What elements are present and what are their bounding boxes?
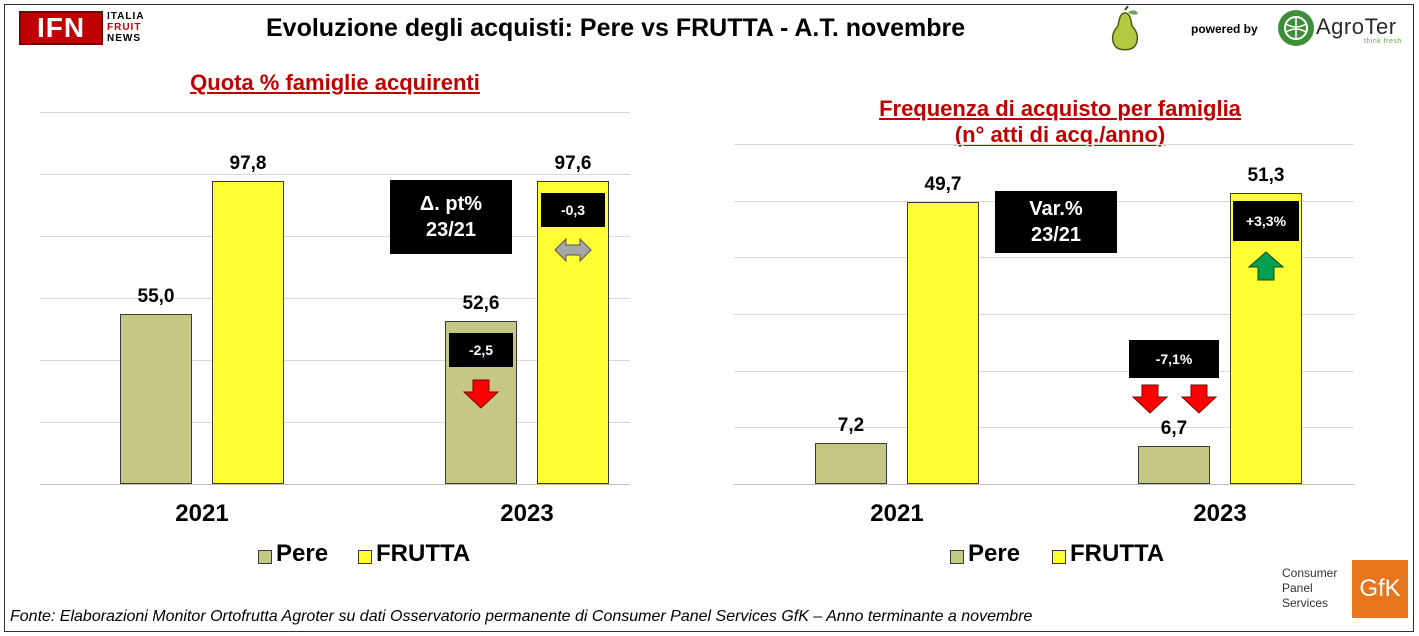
chart-frame [4,4,1414,632]
data-label: 51,3 [1247,165,1285,187]
frutta-change-tag: +3,3% [1233,201,1299,242]
gridline [40,360,630,361]
gridline [40,422,630,423]
bar-frutta [212,180,284,484]
page-title: Evoluzione degli acquisti: Pere vs FRUTT… [266,14,966,42]
arrow-up-icon [1247,251,1285,281]
chart-right-title: Frequenza di acquisto per famiglia (n° a… [760,70,1360,148]
legend-swatch-frutta [1052,550,1066,564]
legend-swatch-frutta [358,550,372,564]
ifn-logo-word: FRUIT [107,22,142,33]
powered-by-label: powered by [1191,22,1258,36]
gridline [40,174,630,175]
agroter-brand: AgroTer [1316,14,1397,39]
data-label: 6,7 [1160,418,1188,440]
agroter-tagline: think fresh [1364,38,1402,45]
gfk-caption-line: Consumer [1282,566,1338,580]
bar-frutta [907,202,979,484]
gfk-logo: GfK [1352,560,1408,618]
gfk-caption: Consumer Panel Services [1282,566,1337,611]
bar-frutta [537,181,609,484]
data-label: 7,2 [837,415,865,437]
bar-pere [815,443,887,484]
pere-change-tag: -7,1% [1129,340,1219,379]
change-header-box: Var.% 23/21 [995,191,1117,253]
bar-pere [120,313,192,484]
gridline [40,112,630,113]
bar-frutta [1230,193,1302,484]
data-label: 97,6 [554,153,592,175]
gridline [734,371,1354,372]
agroter-logo-icon [1278,10,1314,46]
x-tick-label: 2023 [500,500,554,527]
x-axis [40,484,630,485]
chart-left-title: Quota % famiglie acquirenti [40,70,630,96]
chart-left-title-text: Quota % famiglie acquirenti [190,70,480,95]
data-label: 97,8 [229,152,267,174]
legend-label: FRUTTA [1070,540,1165,567]
ifn-logo-word: ITALIA [107,11,145,22]
x-tick-label: 2021 [870,500,924,527]
data-label: 49,7 [924,174,962,196]
source-note: Fonte: Elaborazioni Monitor Ortofrutta A… [10,608,1033,625]
pear-icon [1111,6,1139,51]
legend-label: FRUTTA [376,540,471,567]
x-axis [734,484,1354,485]
arrow-down-icon [1131,384,1169,414]
ifn-logo: IFN ITALIA FRUIT NEWS [19,11,159,47]
data-label: 52,6 [462,292,500,314]
x-tick-label: 2023 [1193,500,1247,527]
chart-right-title-text: Frequenza di acquisto per famiglia (n° a… [879,96,1241,147]
x-tick-label: 2021 [175,500,229,527]
bar-pere [1138,446,1210,484]
gridline [734,144,1354,145]
gridline [734,257,1354,258]
legend-label: Pere [276,540,329,567]
legend-swatch-pere [258,550,272,564]
ifn-logo-word: NEWS [107,33,141,44]
pere-change-tag: -2,5 [449,332,513,367]
arrow-leftright-icon [554,238,592,263]
gfk-caption-line: Services [1282,596,1329,610]
frutta-change-tag: -0,3 [541,193,605,228]
data-label: 55,0 [137,285,175,307]
gridline [40,236,630,237]
arrow-down-icon [462,379,500,409]
ifn-logo-mark: IFN [19,11,103,45]
gfk-caption-line: Panel [1282,581,1313,595]
arrow-down-icon [1180,384,1218,414]
legend-swatch-pere [950,550,964,564]
change-header-box: Δ. pt% 23/21 [390,180,512,254]
legend-label: Pere [968,540,1021,567]
gridline [734,427,1354,428]
gridline [40,298,630,299]
gridline [734,314,1354,315]
